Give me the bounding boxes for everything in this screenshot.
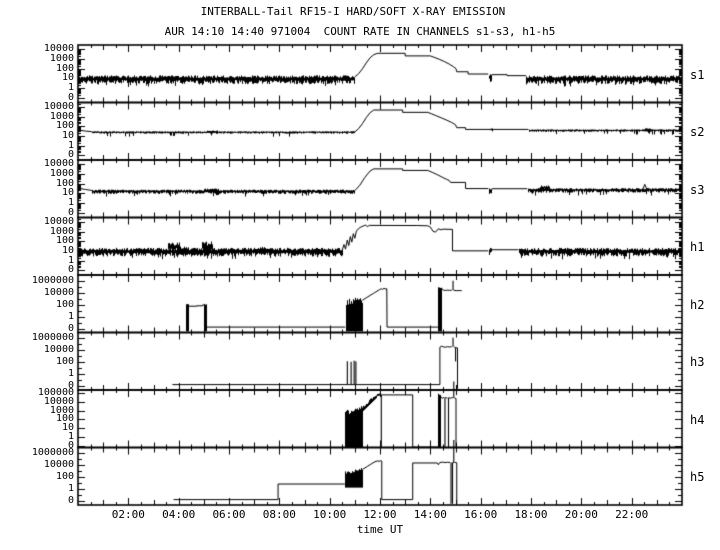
plot-title: INTERBALL-Tail RF15-I HARD/SOFT X-RAY EM… <box>200 5 506 18</box>
plot-subtitle: AUR 14:10 14:40 971004 COUNT RATE IN CHA… <box>164 25 556 38</box>
x-axis-title: time UT <box>356 523 404 536</box>
